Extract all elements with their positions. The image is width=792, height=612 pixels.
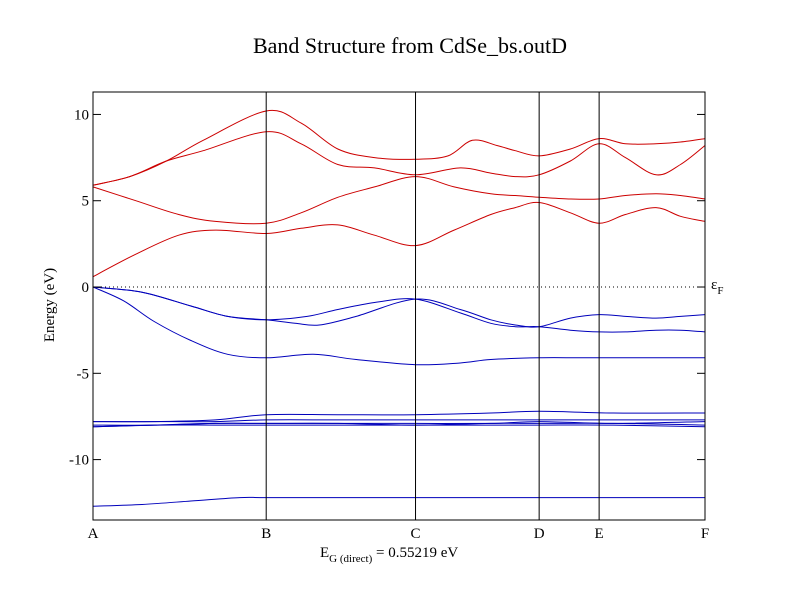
valence-band-9 [92,496,705,507]
y-tick-label: 0 [82,280,90,296]
kpoint-label-B: B [261,526,271,542]
chart-title: Band Structure from CdSe_bs.outD [253,33,567,58]
conduction-band-3 [92,131,706,186]
valence-bands [92,286,706,507]
valence-band-5 [93,419,705,423]
plot-area: 10 5 0 -5 -10 A B C D E F [69,91,710,542]
y-axis-label: Energy (eV) [42,268,58,342]
conduction-bands [92,109,706,278]
conduction-band-1 [92,201,706,278]
y-tick-label: -10 [69,453,89,469]
kpoint-label-A: A [88,526,99,542]
kpoint-label-E: E [595,526,604,542]
conduction-band-4 [92,109,706,186]
kpoint-label-C: C [411,526,421,542]
y-tick-label: 10 [74,107,89,123]
valence-band-2 [92,286,706,328]
kpoint-label-F: F [701,526,709,542]
kpoint-label-D: D [534,526,545,542]
band-gap-label: EG (direct) = 0.55219 eV [320,545,458,565]
conduction-band-2 [92,176,706,225]
y-tick-label: 5 [82,194,90,210]
y-tick-label: -5 [77,366,90,382]
valence-band-8 [92,424,706,428]
valence-band-4 [92,410,706,423]
kpoint-dividers [265,92,600,520]
plot-frame [92,91,706,521]
fermi-level-label: εF [711,277,723,297]
y-axis-ticks: 10 5 0 -5 -10 [69,107,705,469]
valence-band-3 [92,286,705,366]
x-axis-kpoint-labels: A B C D E F [88,526,710,542]
valence-band-1 [92,286,706,333]
